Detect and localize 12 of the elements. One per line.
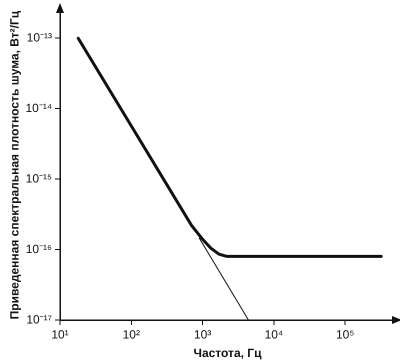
x-tick-label: 10⁵ xyxy=(336,328,354,342)
x-tick-label: 10¹ xyxy=(51,328,69,342)
x-tick-label: 10² xyxy=(122,328,140,342)
y-tick-label: 10⁻¹⁴ xyxy=(26,100,52,115)
y-tick-label: 10⁻¹⁵ xyxy=(26,171,52,186)
y-tick-label: 10⁻¹⁷ xyxy=(26,312,52,326)
y-tick-label: 10⁻¹³ xyxy=(26,30,52,45)
y-axis-title: Приведенная спектральная плотность шума, Вт²/Гц xyxy=(8,10,22,320)
x-tick-label: 10³ xyxy=(194,328,212,342)
y-tick-label: 10⁻¹⁶ xyxy=(26,242,52,256)
x-tick-label: 10⁴ xyxy=(264,328,284,342)
x-axis-title: Частота, Гц xyxy=(194,346,262,360)
